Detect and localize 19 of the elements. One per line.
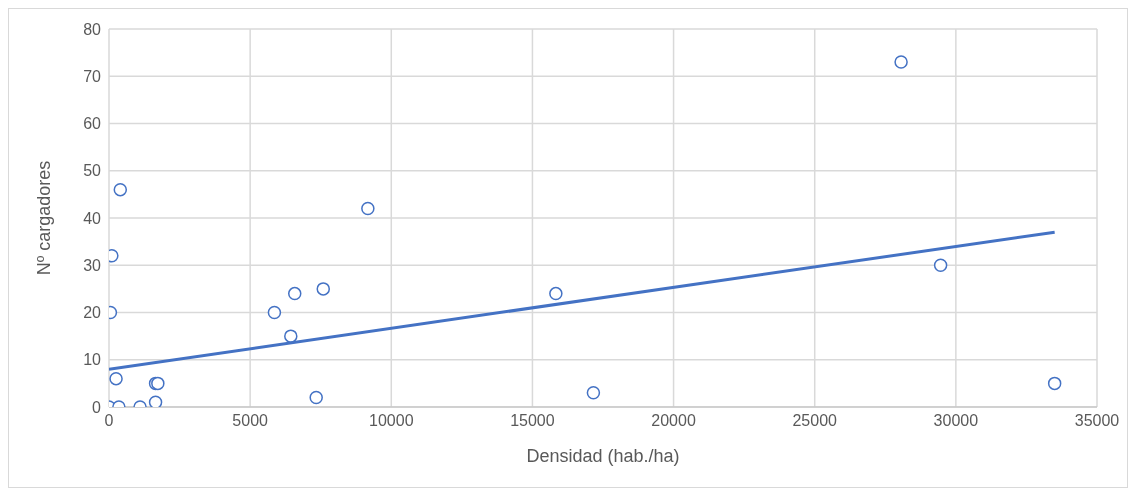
y-axis-title: Nº cargadores (34, 160, 55, 276)
x-tick-label: 35000 (1074, 412, 1120, 430)
x-tick-label: 5000 (232, 412, 269, 430)
y-tick-label: 0 (92, 398, 102, 416)
y-tick-label: 40 (83, 209, 102, 227)
x-tick-label: 15000 (510, 412, 555, 430)
x-tick-label: 0 (104, 412, 114, 430)
x-tick-label: 20000 (651, 412, 696, 430)
y-tick-label: 70 (83, 67, 102, 85)
x-tick-label: 30000 (933, 412, 979, 430)
y-tick-label: 10 (83, 351, 102, 369)
y-tick-label: 20 (83, 304, 102, 322)
y-tick-label: 50 (83, 162, 102, 180)
x-tick-label: 25000 (792, 412, 838, 430)
y-tick-label: 60 (83, 115, 102, 133)
x-tick-label: 10000 (369, 412, 414, 430)
x-axis-title: Densidad (hab./ha) (526, 446, 680, 466)
y-tick-label: 30 (83, 256, 102, 274)
y-tick-label: 80 (83, 20, 102, 38)
